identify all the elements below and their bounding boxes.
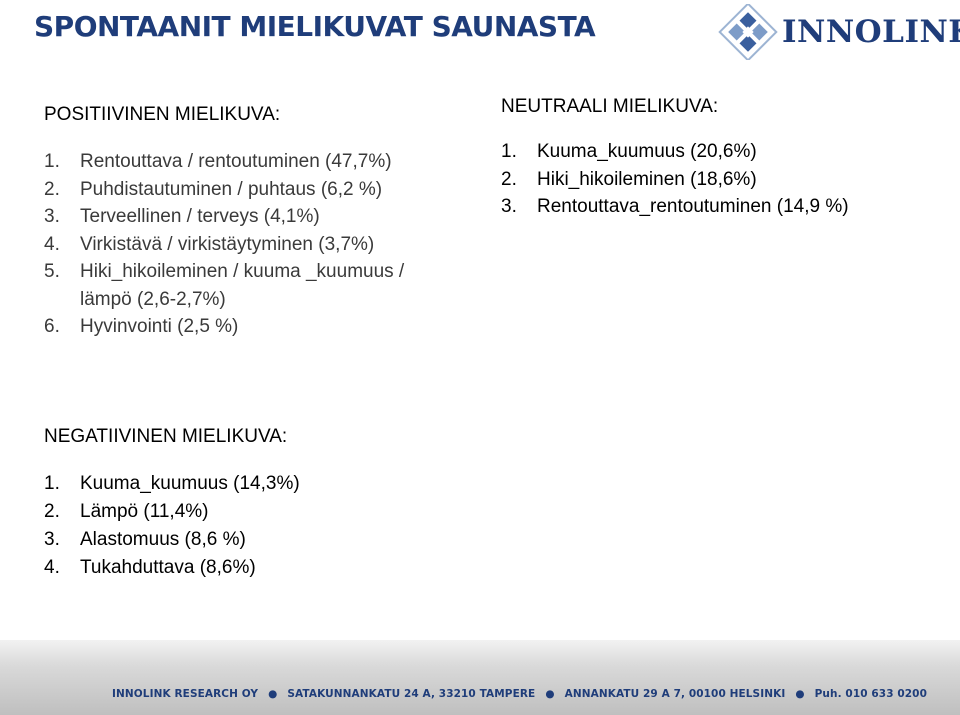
- footer-helsinki-address: ANNANKATU 29 A 7, 00100 HELSINKI: [564, 688, 786, 700]
- item-number: 6.: [44, 316, 60, 337]
- list-item: 1. Kuuma_kuumuus (14,3%): [44, 470, 464, 498]
- list-item: 5. Hiki_hikoileminen / kuuma _kuumuus /: [44, 258, 504, 286]
- list-item: 3. Terveellinen / terveys (4,1%): [44, 203, 504, 231]
- footer-separator: ●: [268, 688, 278, 700]
- item-number: 1.: [501, 141, 517, 162]
- list-item: 4. Virkistävä / virkistäytyminen (3,7%): [44, 231, 504, 259]
- item-text: Puhdistautuminen / puhtaus (6,2 %): [80, 178, 383, 200]
- footer-separator: ●: [795, 688, 805, 700]
- item-number: 2.: [44, 501, 60, 522]
- item-text: Tukahduttava (8,6%): [80, 557, 256, 578]
- item-text: Rentouttava_rentoutuminen (14,9 %): [537, 196, 849, 217]
- item-text: Lämpö (11,4%): [80, 501, 209, 522]
- innolink-diamond-logo-icon: [718, 4, 778, 60]
- footer-contact-info: INNOLINK RESEARCH OY ● SATAKUNNANKATU 24 A…: [112, 688, 927, 700]
- item-number: 5.: [44, 261, 60, 282]
- item-number: 1.: [44, 151, 60, 172]
- item-number: 2.: [44, 178, 60, 200]
- negative-heading: NEGATIIVINEN MIELIKUVA:: [44, 426, 288, 447]
- item-text: Alastomuus (8,6 %): [80, 529, 246, 550]
- footer-company: INNOLINK RESEARCH OY: [112, 688, 259, 700]
- item-number: 3.: [501, 196, 517, 217]
- neutral-section: NEUTRAALI MIELIKUVA: 1. Kuuma_kuumuus (20…: [501, 96, 951, 221]
- negative-section: NEGATIIVINEN MIELIKUVA: 1. Kuuma_kuumuus …: [44, 426, 464, 582]
- item-text: Virkistävä / virkistäytyminen (3,7%): [80, 233, 375, 255]
- footer-separator: ●: [545, 688, 555, 700]
- item-number: 3.: [44, 529, 60, 550]
- list-item: 6. Hyvinvointi (2,5 %): [44, 313, 504, 341]
- logo-wordmark: INNOLINK: [782, 14, 960, 50]
- footer-tampere-address: SATAKUNNANKATU 24 A, 33210 TAMPERE: [287, 688, 536, 700]
- item-text: lämpö (2,6-2,7%): [80, 288, 226, 310]
- item-text: Hiki_hikoileminen / kuuma _kuumuus /: [80, 261, 405, 282]
- list-item-continuation: lämpö (2,6-2,7%): [44, 286, 504, 314]
- item-number: 2.: [501, 168, 517, 190]
- list-item: 4. Tukahduttava (8,6%): [44, 554, 464, 582]
- list-item: 1. Kuuma_kuumuus (20,6%): [501, 138, 951, 166]
- list-item: 2. Puhdistautuminen / puhtaus (6,2 %): [44, 176, 504, 204]
- footer-phone: Puh. 010 633 0200: [814, 688, 927, 700]
- negative-list: 1. Kuuma_kuumuus (14,3%) 2. Lämpö (11,4%) …: [44, 470, 464, 582]
- list-item: 3. Alastomuus (8,6 %): [44, 526, 464, 554]
- item-text: Kuuma_kuumuus (14,3%): [80, 473, 300, 494]
- list-item: 3. Rentouttava_rentoutuminen (14,9 %): [501, 193, 951, 221]
- positive-section: POSITIIVINEN MIELIKUVA: 1. Rentouttava / …: [44, 104, 504, 341]
- list-item: 2. Lämpö (11,4%): [44, 498, 464, 526]
- item-number: 3.: [44, 206, 60, 227]
- item-number: 4.: [44, 557, 60, 578]
- item-number: [44, 286, 80, 314]
- positive-heading: POSITIIVINEN MIELIKUVA:: [44, 104, 281, 125]
- positive-list: 1. Rentouttava / rentoutuminen (47,7%) 2.…: [44, 148, 504, 341]
- list-item: 1. Rentouttava / rentoutuminen (47,7%): [44, 148, 504, 176]
- list-item: 2. Hiki_hikoileminen (18,6%): [501, 166, 951, 194]
- item-text: Terveellinen / terveys (4,1%): [80, 206, 320, 227]
- item-text: Hyvinvointi (2,5 %): [80, 316, 239, 337]
- item-text: Rentouttava / rentoutuminen (47,7%): [80, 151, 392, 172]
- neutral-heading: NEUTRAALI MIELIKUVA:: [501, 96, 719, 117]
- item-text: Kuuma_kuumuus (20,6%): [537, 141, 757, 162]
- company-logo: INNOLINK: [718, 4, 960, 60]
- item-number: 1.: [44, 473, 60, 494]
- neutral-list: 1. Kuuma_kuumuus (20,6%) 2. Hiki_hikoilemi…: [501, 138, 951, 221]
- page-title: SPONTAANIT MIELIKUVAT SAUNASTA: [34, 10, 596, 43]
- item-number: 4.: [44, 233, 60, 255]
- footer-bar: INNOLINK RESEARCH OY ● SATAKUNNANKATU 24 A…: [0, 640, 960, 715]
- item-text: Hiki_hikoileminen (18,6%): [537, 168, 757, 190]
